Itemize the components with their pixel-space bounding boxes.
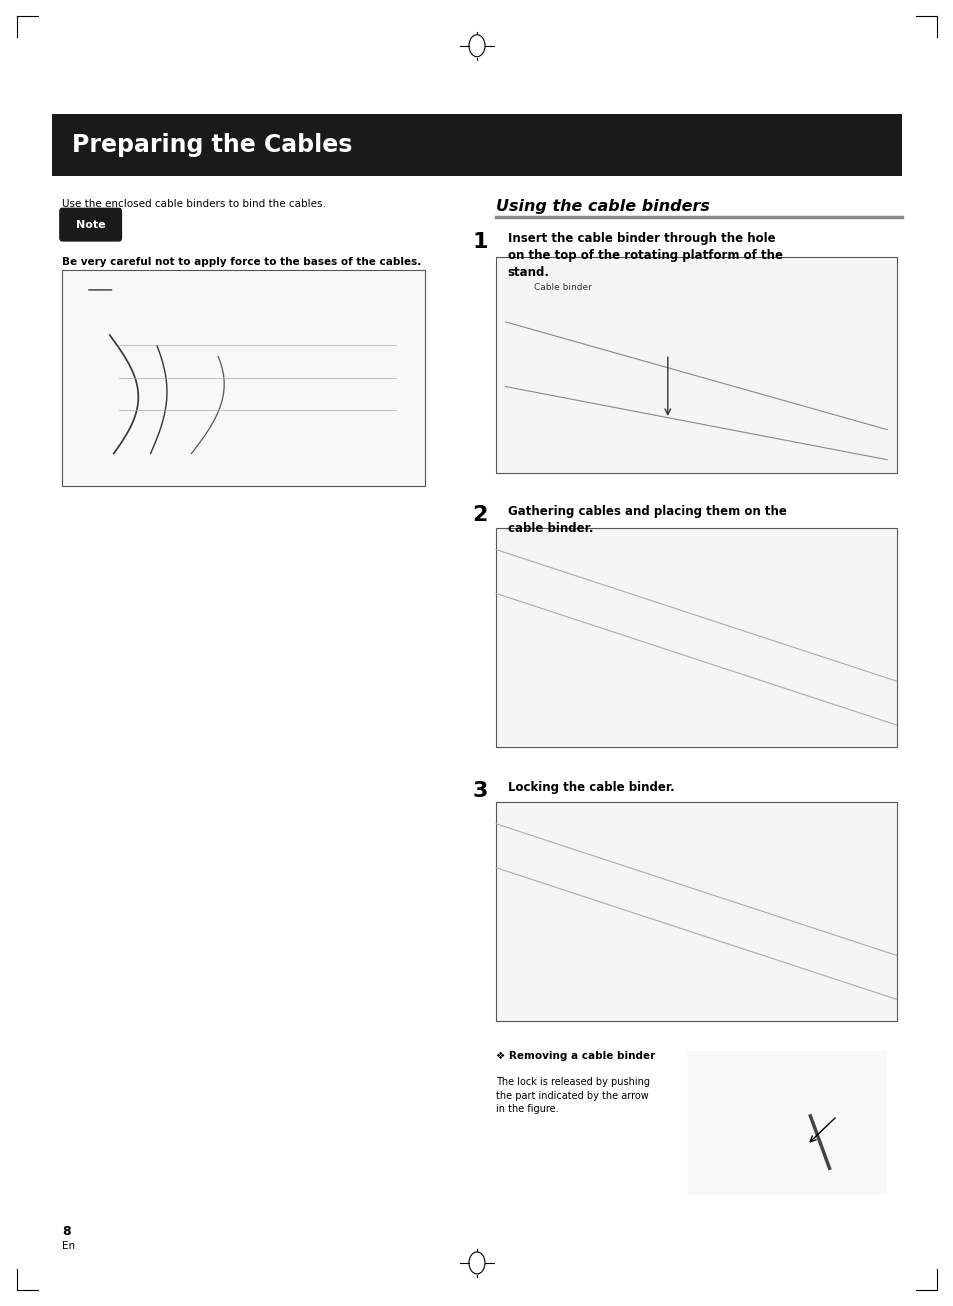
Text: Cable binder: Cable binder bbox=[534, 283, 592, 293]
Text: 1: 1 bbox=[472, 232, 487, 252]
Text: Be very careful not to apply force to the bases of the cables.: Be very careful not to apply force to th… bbox=[62, 257, 421, 268]
FancyBboxPatch shape bbox=[686, 1051, 886, 1195]
FancyBboxPatch shape bbox=[59, 208, 122, 242]
FancyBboxPatch shape bbox=[496, 528, 896, 747]
Text: Use the enclosed cable binders to bind the cables.: Use the enclosed cable binders to bind t… bbox=[62, 199, 326, 209]
FancyBboxPatch shape bbox=[52, 114, 901, 176]
Text: 8: 8 bbox=[62, 1225, 71, 1238]
Text: ❖ Removing a cable binder: ❖ Removing a cable binder bbox=[496, 1051, 655, 1062]
Text: Locking the cable binder.: Locking the cable binder. bbox=[507, 781, 674, 794]
Text: Note: Note bbox=[75, 219, 106, 230]
Text: 2: 2 bbox=[472, 505, 487, 525]
Text: The lock is released by pushing
the part indicated by the arrow
in the figure.: The lock is released by pushing the part… bbox=[496, 1077, 649, 1114]
Text: Gathering cables and placing them on the
cable binder.: Gathering cables and placing them on the… bbox=[507, 505, 785, 535]
Text: 3: 3 bbox=[472, 781, 487, 801]
Text: Using the cable binders: Using the cable binders bbox=[496, 199, 709, 213]
FancyBboxPatch shape bbox=[62, 270, 424, 486]
Text: Preparing the Cables: Preparing the Cables bbox=[71, 133, 352, 157]
FancyBboxPatch shape bbox=[496, 802, 896, 1021]
FancyBboxPatch shape bbox=[496, 257, 896, 473]
Text: Insert the cable binder through the hole
on the top of the rotating platform of : Insert the cable binder through the hole… bbox=[507, 232, 781, 279]
Text: En: En bbox=[62, 1241, 75, 1251]
